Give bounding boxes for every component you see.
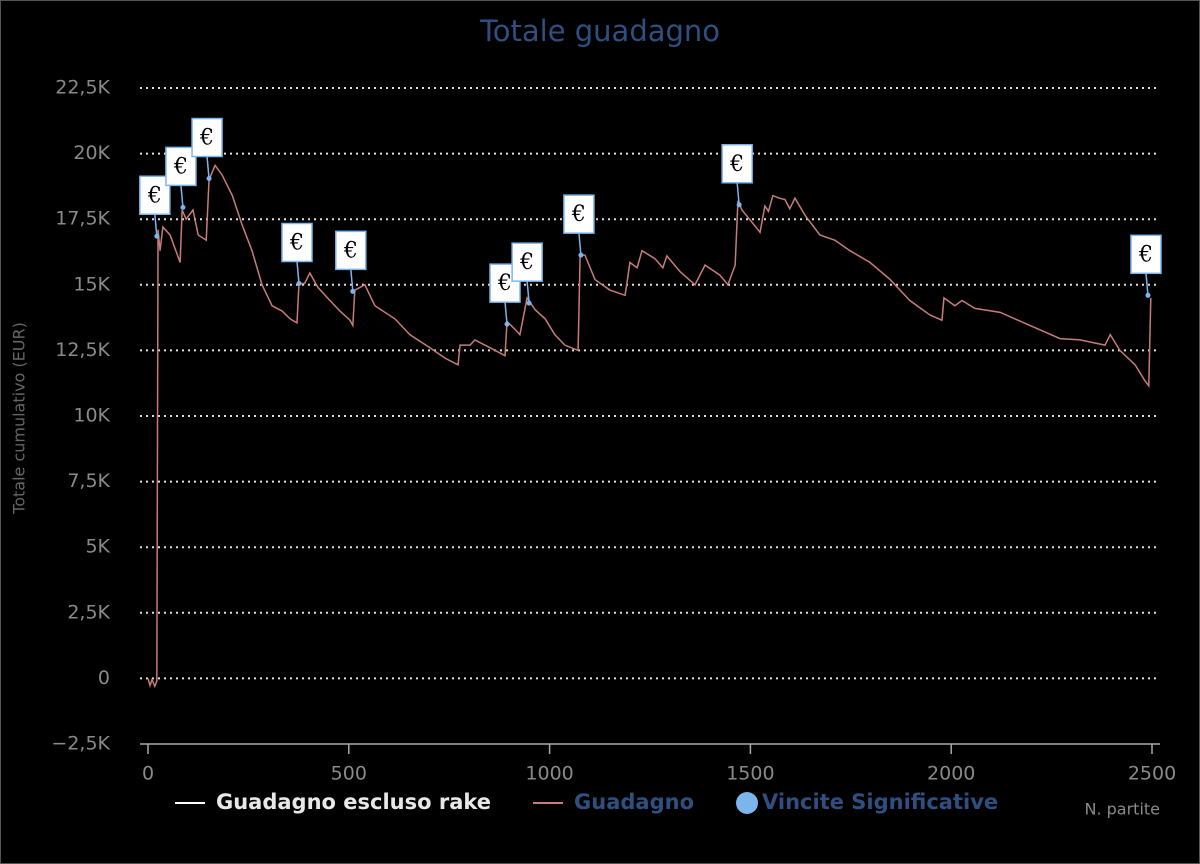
flag-label: € [199, 126, 214, 151]
flag-box [721, 144, 753, 184]
flag-label: € [497, 271, 512, 296]
flag-label: € [729, 152, 744, 177]
scatter-point [296, 280, 302, 286]
x-tick-label: 1500 [726, 763, 774, 785]
flag-connector [154, 214, 158, 237]
flag-label: € [289, 230, 304, 255]
y-tick-label: 7,5K [67, 470, 110, 492]
flag-connector [206, 156, 210, 179]
line-series [147, 163, 1152, 689]
scatter-point [1145, 292, 1151, 298]
scatter-point [736, 202, 742, 208]
scatter-point [206, 176, 212, 182]
flag-label: € [519, 250, 534, 275]
x-tick-label: 2500 [1128, 763, 1176, 785]
chart-title: Totale guadagno [479, 14, 720, 48]
flag-box [139, 175, 171, 216]
scatter-point [154, 233, 160, 239]
x-tick-label: 1000 [525, 763, 573, 785]
x-tick-label: 2000 [927, 763, 975, 785]
legend-item[interactable]: Guadagno escluso rake [175, 790, 491, 814]
scatter-point [578, 252, 584, 258]
flag-box [335, 230, 367, 271]
legend-label: Vincite Significative [762, 790, 998, 814]
y-tick-label: 12,5K [55, 339, 110, 361]
scatter-point [504, 321, 510, 327]
flag-label: € [571, 202, 586, 227]
flag-connector [504, 302, 508, 325]
flag-box [165, 146, 197, 187]
scatter-point [350, 288, 356, 294]
y-tick-label: −2,5K [51, 733, 110, 755]
flag-connector [350, 269, 354, 292]
flag-connector [526, 281, 530, 304]
y-axis-title: Totale cumulativo (EUR) [10, 322, 29, 515]
y-tick-label: 0 [98, 667, 110, 689]
flag-box [1130, 234, 1162, 275]
x-axis-title: N. partite [1084, 800, 1160, 819]
flag-box [191, 117, 223, 158]
legend-label: Guadagno escluso rake [216, 790, 491, 814]
flag-label: € [173, 154, 188, 179]
y-tick-label: 17,5K [55, 208, 110, 230]
flag-connector [578, 233, 582, 256]
flag-connector [180, 185, 184, 208]
y-tick-label: 15K [73, 273, 110, 295]
y-tick-label: 20K [73, 142, 110, 164]
y-tick-label: 10K [73, 405, 110, 427]
flag-connector [1145, 273, 1149, 296]
flag-connector [296, 261, 300, 284]
y-tick-label: 2,5K [67, 601, 110, 623]
legend-item[interactable]: Vincite Significative [736, 790, 998, 814]
y-tick-label: 5K [85, 536, 110, 558]
y-tick-label: 22,5K [55, 77, 110, 99]
flag-label: € [1138, 242, 1153, 267]
flag-label: € [147, 183, 162, 208]
legend-symbol [736, 792, 759, 814]
flag-connector [736, 182, 740, 205]
legend-label: Guadagno [574, 790, 694, 814]
flag-box [281, 222, 313, 263]
flag-label: € [343, 238, 358, 263]
legend-item[interactable]: Guadagno [533, 790, 694, 814]
x-tick-label: 0 [142, 763, 154, 785]
flag-box [563, 194, 595, 234]
flag-box [511, 242, 543, 282]
scatter-point [180, 204, 186, 210]
scatter-point [526, 300, 532, 306]
x-tick-label: 500 [331, 763, 367, 785]
